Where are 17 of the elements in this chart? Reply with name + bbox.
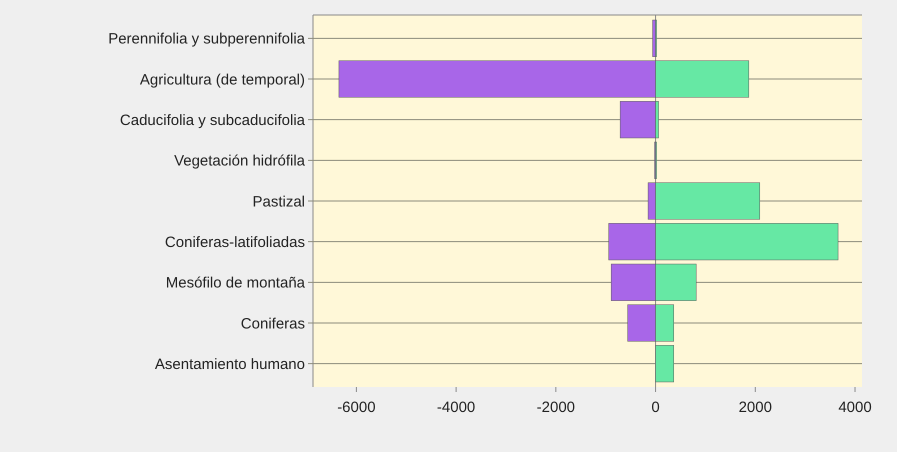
y-tick-label: Coniferas-latifoliadas [164, 234, 305, 251]
y-tick-label: Pastizal [252, 193, 305, 210]
x-tick-label: -6000 [337, 399, 376, 416]
bar [620, 101, 656, 138]
y-tick-label: Vegetación hidrófila [174, 152, 306, 170]
y-tick-label: Caducifolia y subcaducifolia [120, 112, 306, 129]
y-tick-label: Perennifolia y subperennifolia [108, 30, 306, 48]
y-tick-label: Agricultura (de temporal) [140, 71, 305, 88]
y-tick-label: Coniferas [240, 315, 305, 332]
x-tick-label: -2000 [536, 399, 576, 416]
y-tick-label: Asentamiento humano [154, 356, 305, 373]
x-tick-label: 0 [651, 399, 660, 416]
bar [655, 345, 674, 382]
x-tick-label: 2000 [738, 399, 772, 416]
y-tick-label: Mesófilo de montaña [166, 274, 306, 292]
x-tick-label: -4000 [436, 399, 476, 416]
x-tick-label: 4000 [838, 399, 872, 416]
